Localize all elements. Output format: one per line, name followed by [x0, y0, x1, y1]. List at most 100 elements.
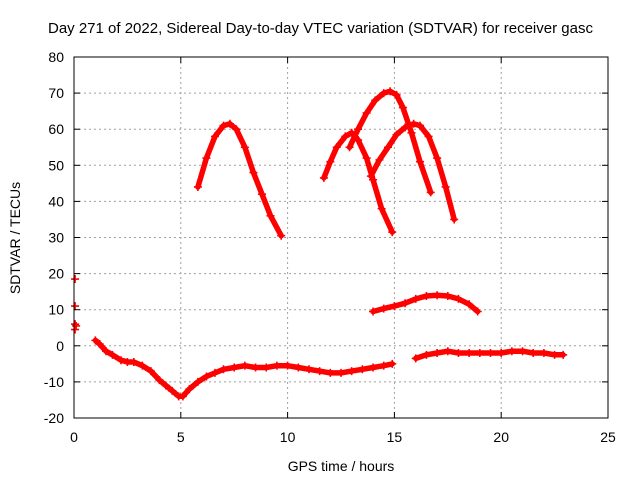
data-point [473, 307, 482, 316]
data-point [71, 325, 80, 334]
data-point [240, 361, 249, 370]
x-tick-label: 5 [177, 429, 185, 445]
data-point [416, 157, 425, 166]
series-arc-peak-4 [366, 119, 459, 224]
y-tick-label: 60 [48, 121, 64, 137]
data-point [411, 354, 420, 363]
data-point [559, 350, 568, 359]
series-arc-low-hump [369, 291, 482, 316]
data-point [72, 321, 81, 330]
data-point [266, 211, 275, 220]
y-tick-label: 50 [48, 157, 64, 173]
y-tick-label: 40 [48, 193, 64, 209]
data-point [138, 361, 147, 370]
series-arc-peak-1 [193, 119, 286, 240]
data-point [354, 125, 363, 134]
data-point [422, 350, 431, 359]
data-point [401, 299, 410, 308]
data-point [426, 188, 435, 197]
data-point [155, 376, 164, 385]
grid-lines [74, 57, 608, 418]
data-point [441, 182, 450, 191]
data-point [219, 121, 228, 130]
x-tick-label: 10 [280, 429, 296, 445]
data-point [388, 228, 397, 237]
data-point [193, 182, 202, 191]
data-point [465, 300, 474, 309]
series-arc-baseline-afternoon [411, 347, 568, 363]
data-point [518, 347, 527, 356]
data-point [369, 363, 378, 372]
data-point [326, 368, 335, 377]
data-point [411, 294, 420, 303]
data-point [345, 143, 354, 152]
data-point [379, 361, 388, 370]
y-tick-label: -10 [44, 374, 64, 390]
x-tick-label: 20 [493, 429, 509, 445]
data-point [529, 349, 538, 358]
data-point [366, 172, 375, 181]
data-point [347, 367, 356, 376]
x-tick-label: 0 [70, 429, 78, 445]
data-point [454, 294, 463, 303]
data-point [257, 190, 266, 199]
y-tick-label: 20 [48, 266, 64, 282]
data-point [230, 363, 239, 372]
data-point [304, 365, 313, 374]
data-point [409, 119, 418, 128]
data-point [283, 361, 292, 370]
axes: 0 5 10 15 20 25 -20 -10 0 10 20 30 40 50 60 70 80 [44, 49, 616, 445]
data-point [465, 349, 474, 358]
data-point [539, 349, 548, 358]
data-point [95, 339, 104, 348]
data-point [383, 143, 392, 152]
data-point [358, 365, 367, 374]
chart-title: Day 271 of 2022, Sidereal Day-to-day VTE… [48, 20, 593, 37]
data-point [497, 349, 506, 358]
data-point [319, 173, 328, 182]
data-point [193, 377, 202, 386]
data-point [178, 392, 187, 401]
data-point [379, 89, 388, 98]
data-point [392, 130, 401, 139]
data-point [377, 204, 386, 213]
data-point [386, 87, 395, 96]
series-arc-peak-3 [345, 87, 435, 197]
data-point [232, 125, 241, 134]
data-point [168, 386, 177, 395]
x-tick-label: 15 [387, 429, 403, 445]
data-point [91, 336, 100, 345]
data-point [249, 168, 258, 177]
data-point [392, 90, 401, 99]
data-point [146, 367, 155, 376]
series-arc-early-points [71, 275, 81, 334]
data-point [443, 291, 452, 300]
data-point [362, 108, 371, 117]
data-point [294, 363, 303, 372]
data-point [486, 349, 495, 358]
data-point [332, 143, 341, 152]
data-point [422, 291, 431, 300]
data-point [251, 363, 260, 372]
data-point [225, 119, 234, 128]
data-point [337, 368, 345, 377]
y-tick-label: 80 [48, 49, 64, 65]
data-point [202, 372, 211, 381]
data-point [398, 103, 407, 112]
y-tick-label: -20 [44, 410, 64, 426]
data-point [450, 215, 459, 224]
data-point [272, 361, 281, 370]
data-point [424, 132, 433, 141]
data-point [108, 350, 117, 359]
data-point [210, 132, 219, 141]
data-point [443, 347, 452, 356]
y-tick-label: 30 [48, 230, 64, 246]
data-point [116, 356, 125, 365]
data-point [240, 143, 249, 152]
data-point [407, 128, 416, 137]
data-point [433, 291, 442, 300]
data-point [277, 231, 286, 240]
data-point [375, 155, 384, 164]
data-point [388, 359, 397, 368]
